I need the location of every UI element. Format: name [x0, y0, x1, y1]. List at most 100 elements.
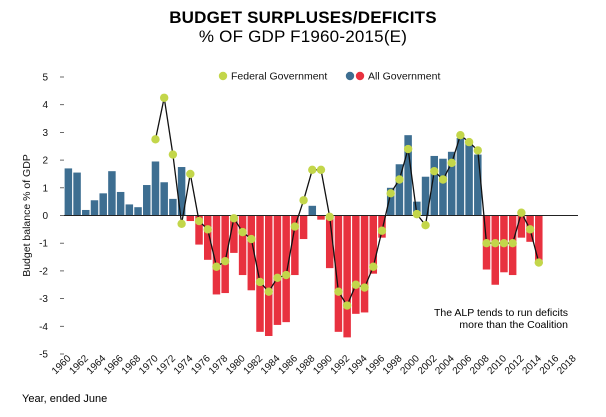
y-tick-label: -2: [39, 266, 48, 277]
point-1983: [264, 287, 273, 296]
legend-marker-all-deficit: [355, 71, 365, 81]
point-2000: [412, 209, 422, 219]
point-1970: [151, 135, 160, 144]
bar-1967: [125, 204, 134, 216]
bar-1983: [264, 215, 273, 336]
bar-1970: [151, 161, 160, 216]
bar-1976: [203, 215, 212, 260]
point-1975: [194, 216, 204, 226]
point-2008: [482, 239, 491, 248]
point-1974: [186, 169, 195, 179]
point-1998: [395, 175, 404, 184]
bar-1971: [160, 182, 168, 216]
bar-1979: [230, 215, 238, 253]
point-1973: [177, 219, 186, 229]
bar-1975: [195, 215, 203, 245]
bar-1973: [177, 167, 186, 216]
point-1978: [220, 257, 230, 266]
point-1976: [203, 225, 212, 234]
y-tick-label: 1: [42, 183, 48, 194]
point-2011: [508, 239, 517, 248]
bar-1994: [360, 215, 369, 313]
bar-1961: [73, 172, 81, 216]
bar-1977: [212, 215, 221, 295]
bar-1974: [186, 215, 195, 222]
point-2010: [499, 239, 509, 248]
y-tick-label: 2: [42, 156, 48, 167]
x-tick-group: 1960196219641966196819701972197419761978…: [50, 353, 579, 377]
y-tick-label: -5: [39, 350, 48, 361]
bar-1985: [282, 215, 290, 323]
bar-2014: [535, 215, 543, 264]
legend: Federal Government All Government: [218, 71, 440, 83]
point-2014: [534, 258, 543, 267]
point-2003: [438, 175, 448, 184]
point-1972: [168, 150, 178, 159]
bar-2009: [491, 215, 499, 285]
point-1977: [212, 262, 221, 271]
bar-1968: [134, 207, 142, 216]
bar-1993: [352, 215, 360, 314]
point-1985: [281, 270, 291, 280]
bar-2001: [421, 176, 430, 216]
bar-2002: [430, 155, 439, 216]
bar-1995: [369, 215, 378, 274]
bar-1972: [169, 198, 177, 216]
bar-1980: [238, 215, 247, 276]
bar-1966: [116, 191, 125, 216]
line-series-federal-government: [151, 93, 543, 310]
bar-1978: [221, 215, 229, 294]
legend-label-all: All Government: [368, 71, 440, 83]
point-1994: [360, 283, 369, 292]
bar-1964: [99, 193, 107, 216]
bar-1991: [334, 215, 343, 332]
legend-marker-federal: [218, 71, 228, 81]
bar-1969: [143, 185, 151, 216]
bar-1989: [317, 215, 325, 220]
point-1999: [403, 144, 413, 154]
chart-title: BUDGET SURPLUSES/DEFICITS: [169, 8, 437, 27]
point-1984: [273, 273, 282, 283]
point-1995: [369, 262, 378, 271]
bar-2000: [413, 201, 421, 216]
bar-2012: [517, 215, 526, 238]
point-2013: [525, 225, 535, 234]
point-1992: [342, 301, 352, 310]
bar-1984: [273, 215, 282, 325]
point-1971: [159, 93, 169, 102]
bar-1960: [64, 168, 73, 216]
bar-2004: [447, 151, 456, 216]
point-2007: [473, 146, 483, 155]
point-2005: [456, 130, 465, 140]
bar-1999: [404, 135, 412, 216]
bar-2005: [456, 137, 465, 216]
point-1997: [386, 189, 395, 198]
legend-label-federal: Federal Government: [231, 71, 327, 83]
y-tick-label: -1: [39, 239, 48, 250]
y-tick-label: -3: [39, 294, 48, 305]
bar-1962: [82, 209, 90, 216]
bar-1963: [90, 200, 99, 216]
x-axis-label: Year, ended June: [22, 393, 108, 405]
bar-1998: [395, 164, 404, 216]
annotation: The ALP tends to run deficits more than …: [396, 307, 568, 331]
bar-1990: [325, 215, 334, 269]
chart-subtitle: % OF GDP F1960-2015(E): [198, 27, 408, 46]
bar-2007: [474, 154, 482, 216]
point-1979: [229, 214, 239, 223]
point-1980: [238, 227, 247, 237]
bar-1997: [386, 187, 395, 216]
point-1988: [308, 165, 317, 174]
point-2004: [447, 158, 456, 168]
y-tick-group: 5 4 3 2 1 0 -1 -2 -3 -4 -5: [39, 73, 64, 361]
y-tick-label: 5: [42, 73, 48, 84]
point-1990: [325, 212, 334, 222]
point-1993: [351, 280, 361, 289]
bar-1982: [256, 215, 264, 332]
y-tick-label: 0: [42, 211, 48, 222]
bar-1987: [299, 215, 308, 240]
point-2001: [421, 220, 430, 230]
x-tick-label-2018: 2018: [555, 353, 579, 377]
